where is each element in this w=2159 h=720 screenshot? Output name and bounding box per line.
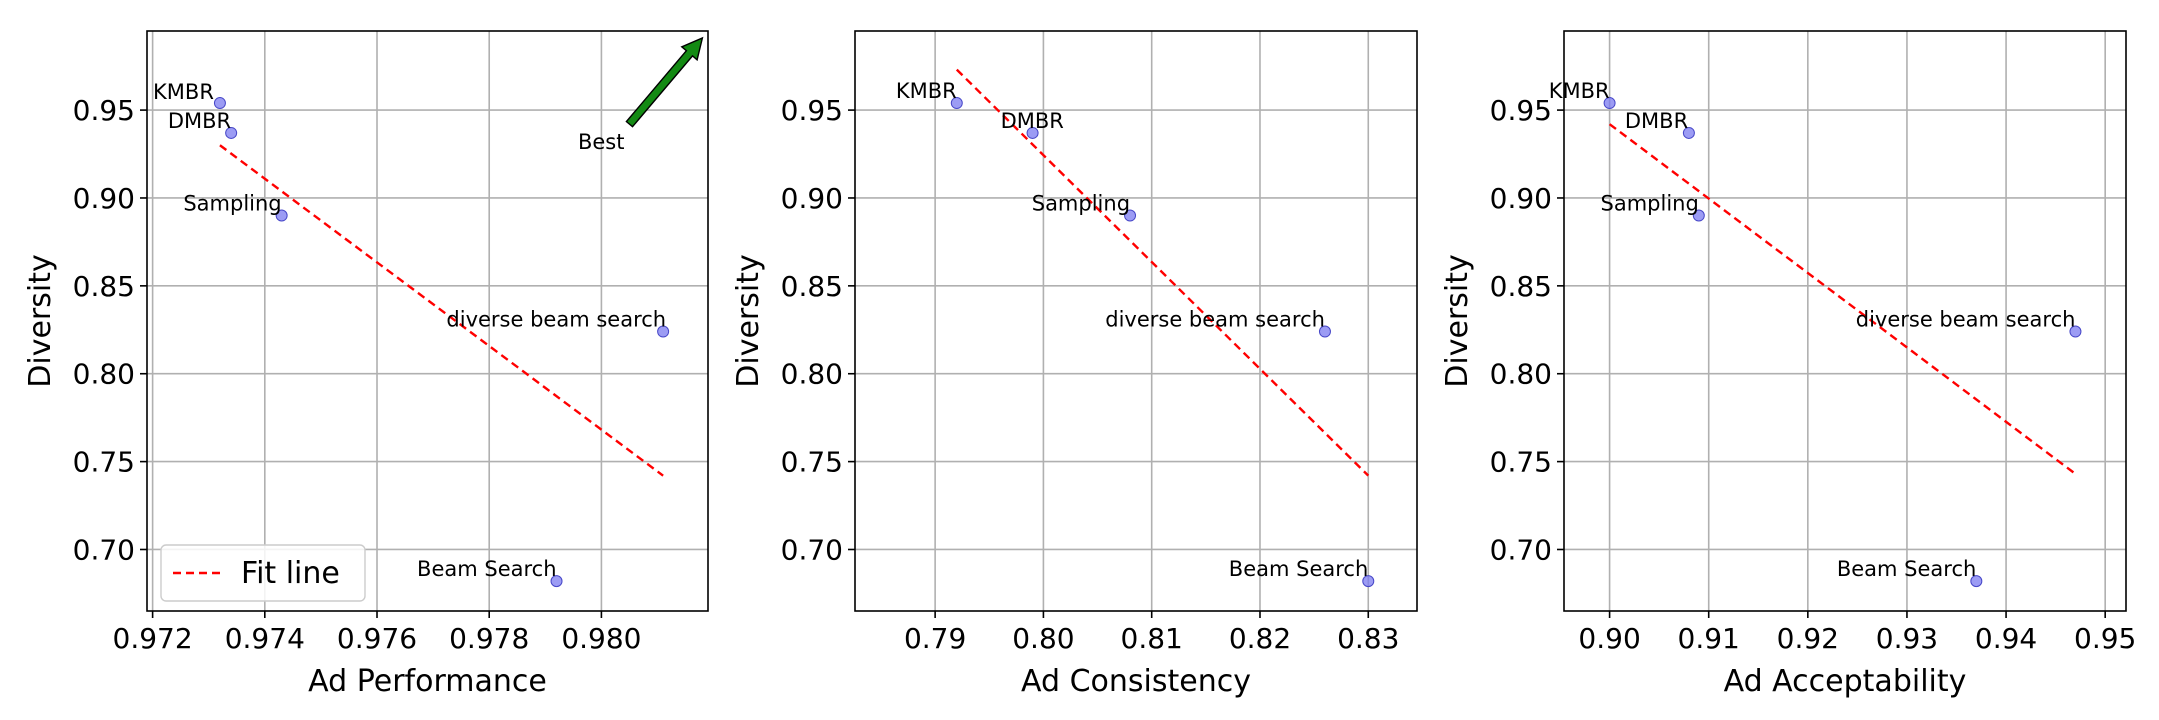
point-label-dmbr: DMBR xyxy=(1001,109,1064,133)
fit-line xyxy=(955,68,1370,477)
y-tick-label: 0.85 xyxy=(1490,270,1552,303)
plot-frame xyxy=(1563,30,2127,612)
x-tick-label: 0.82 xyxy=(1229,622,1291,655)
point-dmbr xyxy=(225,126,238,139)
point-label-beam-search: Beam Search xyxy=(1837,557,1976,581)
point-sampling xyxy=(1124,209,1137,222)
point-sampling xyxy=(275,209,288,222)
fit-line xyxy=(219,144,664,477)
y-axis-title: Diversity xyxy=(731,254,766,387)
x-tick-label: 0.81 xyxy=(1121,622,1183,655)
plot-frame xyxy=(854,30,1418,612)
point-diverse-beam-search xyxy=(2069,325,2082,338)
x-tick-label: 0.95 xyxy=(2074,622,2136,655)
point-kmbr xyxy=(950,97,963,110)
y-tick-label: 0.80 xyxy=(781,358,843,391)
point-label-beam-search: Beam Search xyxy=(417,557,556,581)
legend-label: Fit line xyxy=(241,556,340,591)
best-annotation-label: Best xyxy=(578,130,625,154)
point-beam-search xyxy=(550,575,563,588)
legend: Fit line xyxy=(160,544,366,602)
y-tick-label: 0.70 xyxy=(781,533,843,566)
y-tick-label: 0.75 xyxy=(1490,446,1552,479)
x-tick-label: 0.976 xyxy=(337,622,417,655)
point-label-diverse-beam-search: diverse beam search xyxy=(1105,308,1325,332)
x-tick-label: 0.978 xyxy=(449,622,529,655)
y-tick-label: 0.70 xyxy=(73,533,135,566)
point-label-diverse-beam-search: diverse beam search xyxy=(446,308,666,332)
x-tick-label: 0.972 xyxy=(113,622,193,655)
point-label-beam-search: Beam Search xyxy=(1229,557,1368,581)
point-beam-search xyxy=(1362,575,1375,588)
x-tick-label: 0.94 xyxy=(1975,622,2037,655)
chart-panel-3: 0.90 0.91 0.92 0.93 0.94 0.95 0.70 0.75 0.80 0.85… xyxy=(1440,30,2136,699)
legend-box xyxy=(160,544,366,602)
point-diverse-beam-search xyxy=(1318,325,1331,338)
x-tick-label: 0.90 xyxy=(1578,622,1640,655)
x-axis-title: Ad Consistency xyxy=(1021,664,1251,699)
point-label-sampling: Sampling xyxy=(1601,192,1699,216)
y-tick-label: 0.90 xyxy=(73,182,135,215)
x-tick-label: 0.92 xyxy=(1777,622,1839,655)
x-tick-label: 0.79 xyxy=(904,622,966,655)
y-tick-label: 0.75 xyxy=(781,446,843,479)
x-tick-label: 0.974 xyxy=(225,622,305,655)
y-tick-label: 0.85 xyxy=(73,270,135,303)
y-tick-label: 0.90 xyxy=(1490,182,1552,215)
x-tick-label: 0.91 xyxy=(1678,622,1740,655)
y-tick-label: 0.95 xyxy=(781,94,843,127)
fit-line xyxy=(1608,123,2077,475)
y-tick-label: 0.80 xyxy=(1490,358,1552,391)
point-label-dmbr: DMBR xyxy=(1625,109,1688,133)
y-tick-label: 0.95 xyxy=(1490,94,1552,127)
y-tick-label: 0.95 xyxy=(73,94,135,127)
point-label-kmbr: KMBR xyxy=(153,80,214,104)
y-tick-label: 0.85 xyxy=(781,270,843,303)
y-tick-label: 0.80 xyxy=(73,358,135,391)
point-dmbr xyxy=(1682,126,1695,139)
y-tick-label: 0.70 xyxy=(1490,533,1552,566)
x-tick-label: 0.980 xyxy=(561,622,641,655)
charts-container: 0.972 0.974 0.976 0.978 0.980 0.70 0.75 0.80 0.8… xyxy=(23,30,2136,699)
point-kmbr xyxy=(213,97,226,110)
point-kmbr xyxy=(1603,97,1616,110)
point-label-diverse-beam-search: diverse beam search xyxy=(1856,308,2076,332)
point-beam-search xyxy=(1970,575,1983,588)
chart-panel-2: 0.79 0.80 0.81 0.82 0.83 0.70 0.75 0.80 0.85 0.90… xyxy=(731,30,1418,699)
plot-frame xyxy=(146,30,709,612)
x-axis-title: Ad Acceptability xyxy=(1724,664,1967,699)
x-axis-title: Ad Performance xyxy=(308,664,547,699)
y-tick-label: 0.75 xyxy=(73,446,135,479)
point-diverse-beam-search xyxy=(657,325,670,338)
chart-panel-1: 0.972 0.974 0.976 0.978 0.980 0.70 0.75 0.80 0.8… xyxy=(23,30,709,699)
point-label-kmbr: KMBR xyxy=(1549,79,1610,103)
point-dmbr xyxy=(1026,126,1039,139)
point-label-kmbr: KMBR xyxy=(896,79,957,103)
best-arrow xyxy=(625,36,704,128)
y-axis-title: Diversity xyxy=(1440,254,1475,387)
y-tick-label: 0.90 xyxy=(781,182,843,215)
point-label-dmbr: DMBR xyxy=(168,109,231,133)
x-tick-label: 0.93 xyxy=(1876,622,1938,655)
y-axis-title: Diversity xyxy=(23,254,58,387)
point-label-sampling: Sampling xyxy=(1032,192,1130,216)
x-tick-label: 0.80 xyxy=(1012,622,1074,655)
x-tick-label: 0.83 xyxy=(1337,622,1399,655)
point-sampling xyxy=(1692,209,1705,222)
point-label-sampling: Sampling xyxy=(183,192,281,216)
